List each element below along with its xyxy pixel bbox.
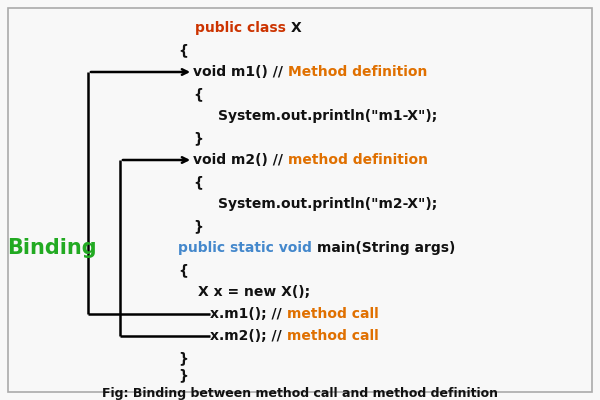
Text: System.out.println("m1-X");: System.out.println("m1-X"); xyxy=(218,109,437,123)
Text: }: } xyxy=(178,368,188,382)
Text: {: { xyxy=(193,87,203,101)
Text: x.m1(); //: x.m1(); // xyxy=(210,307,287,321)
Text: X: X xyxy=(291,21,302,35)
Text: method call: method call xyxy=(287,307,379,321)
Text: System.out.println("m2-X");: System.out.println("m2-X"); xyxy=(218,197,437,211)
Text: Binding: Binding xyxy=(7,238,97,258)
Text: Fig: Binding between method call and method definition: Fig: Binding between method call and met… xyxy=(102,386,498,400)
Text: X x = new X();: X x = new X(); xyxy=(198,285,310,299)
Text: }: } xyxy=(193,219,203,233)
Text: Method definition: Method definition xyxy=(288,65,427,79)
Text: }: } xyxy=(193,131,203,145)
Text: void m2() //: void m2() // xyxy=(193,153,288,167)
Text: method call: method call xyxy=(287,329,379,343)
Text: void m1() //: void m1() // xyxy=(193,65,288,79)
Text: }: } xyxy=(178,351,188,365)
Text: method definition: method definition xyxy=(288,153,428,167)
Text: {: { xyxy=(193,175,203,189)
Text: x.m2(); //: x.m2(); // xyxy=(210,329,287,343)
Text: public static void: public static void xyxy=(178,241,317,255)
Text: {: { xyxy=(178,263,188,277)
Text: main(String args): main(String args) xyxy=(317,241,455,255)
Text: {: { xyxy=(178,43,188,57)
Text: public class: public class xyxy=(195,21,291,35)
